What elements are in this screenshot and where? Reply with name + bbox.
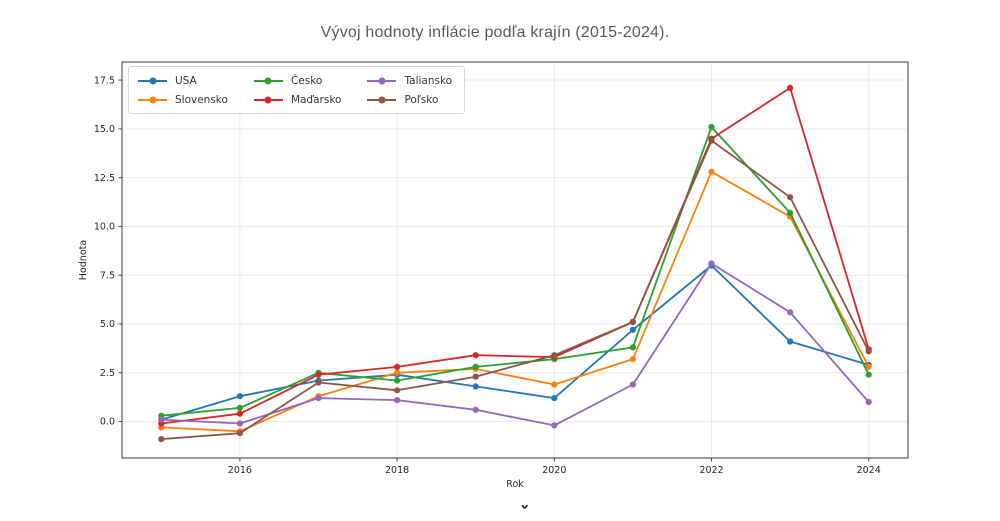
data-point-marker [787, 338, 794, 345]
data-point-marker [551, 395, 558, 402]
data-point-marker [787, 209, 794, 216]
data-point-marker [394, 369, 401, 376]
legend-dot-icon [378, 96, 386, 103]
plot-border [121, 61, 909, 459]
data-point-marker [158, 416, 165, 423]
data-point-marker [472, 406, 479, 413]
y-tick-label: 17.5 [94, 75, 115, 86]
data-point-marker [236, 420, 243, 427]
data-point-marker [236, 410, 243, 417]
legend: USA Slovensko Česko Maďarsko Taliansko Poľsko [128, 66, 466, 114]
legend-label: Poľsko [404, 93, 439, 106]
x-tick-label: 2016 [228, 465, 252, 476]
legend-line-marker-icon [138, 96, 167, 103]
x-axis-label: Rok [506, 479, 524, 490]
legend-dot-icon [264, 96, 272, 103]
data-point-marker [629, 344, 637, 351]
y-tick-label: 0.0 [100, 417, 115, 428]
data-point-marker [236, 430, 243, 437]
data-point-marker [472, 373, 479, 380]
data-point-marker [472, 383, 479, 390]
legend-line-marker-icon [253, 96, 283, 103]
legend-line-marker-icon [367, 77, 397, 84]
legend-item-madarsko: Maďarsko [253, 93, 342, 106]
data-point-marker [394, 377, 401, 384]
legend-label: Slovensko [175, 93, 228, 106]
data-point-marker [708, 260, 715, 267]
x-tick-label: 2018 [385, 465, 409, 476]
data-point-marker [787, 194, 794, 201]
legend-dot-icon [264, 77, 272, 84]
legend-label: USA [175, 74, 197, 87]
legend-dot-icon [149, 77, 156, 84]
data-point-marker [708, 168, 715, 175]
data-point-marker [787, 84, 794, 91]
data-point-marker [865, 371, 872, 378]
chart-title: Vývoj hodnoty inflácie podľa krajín (201… [320, 24, 670, 41]
legend-line-marker-icon [367, 96, 397, 103]
y-tick-label: 15.0 [94, 124, 115, 135]
x-tick-label: 2020 [542, 465, 566, 476]
data-point-marker [551, 352, 558, 359]
data-point-marker [629, 356, 637, 363]
data-point-marker [472, 363, 479, 370]
x-axis: 2016 2018 2020 2022 2024 [228, 458, 881, 476]
data-point-marker [315, 379, 322, 386]
data-point-marker [394, 363, 401, 370]
series-slovensko [158, 168, 872, 435]
legend-dot-icon [149, 96, 156, 103]
series-usa [158, 262, 872, 423]
y-tick-label: 5.0 [100, 319, 115, 330]
data-point-marker [629, 318, 637, 326]
y-axis: 0.0 2.5 5.0 7.5 10.0 12.5 15.0 17.5 [94, 75, 122, 428]
series-polsko [158, 137, 872, 443]
legend-item-usa: USA [138, 75, 228, 87]
data-point-marker [158, 436, 165, 443]
series-madarsko [158, 84, 872, 427]
legend-item-polsko: Poľsko [367, 94, 452, 106]
y-tick-label: 2.5 [100, 368, 115, 379]
legend-item-taliansko: Taliansko [367, 75, 452, 87]
legend-line-marker-icon [138, 77, 167, 84]
y-tick-label: 12.5 [94, 173, 115, 184]
data-point-marker [708, 123, 715, 131]
legend-item-slovensko: Slovensko [138, 94, 228, 106]
y-axis-label: Hodnota [78, 240, 89, 280]
data-point-marker [865, 398, 872, 406]
legend-line-marker-icon [253, 77, 283, 84]
data-point-marker [865, 348, 872, 355]
y-tick-label: 7.5 [100, 270, 115, 281]
data-point-marker [315, 371, 322, 378]
x-tick-label: 2024 [857, 465, 881, 476]
cropped-text-fragment: ˇ [520, 503, 530, 521]
legend-item-cesko: Česko [253, 74, 342, 87]
data-point-marker [865, 363, 872, 370]
data-point-marker [551, 381, 558, 388]
data-point-marker [629, 381, 637, 388]
data-point-marker [472, 352, 479, 359]
legend-dot-icon [378, 77, 386, 84]
x-tick-label: 2022 [699, 465, 723, 476]
legend-label: Maďarsko [290, 93, 342, 106]
data-point-marker [394, 397, 401, 404]
series-taliansko [158, 260, 872, 429]
data-point-marker [236, 404, 243, 411]
gridlines [122, 62, 908, 458]
legend-label: Taliansko [404, 74, 453, 87]
data-point-marker [629, 326, 637, 333]
data-point-marker [315, 395, 322, 402]
y-tick-label: 10.0 [94, 222, 115, 233]
data-point-marker [551, 422, 558, 429]
data-point-marker [787, 309, 794, 316]
data-point-marker [236, 393, 243, 400]
data-point-marker [394, 387, 401, 394]
series-cesko [158, 123, 872, 419]
legend-label: Česko [290, 74, 323, 87]
data-point-marker [708, 137, 715, 144]
